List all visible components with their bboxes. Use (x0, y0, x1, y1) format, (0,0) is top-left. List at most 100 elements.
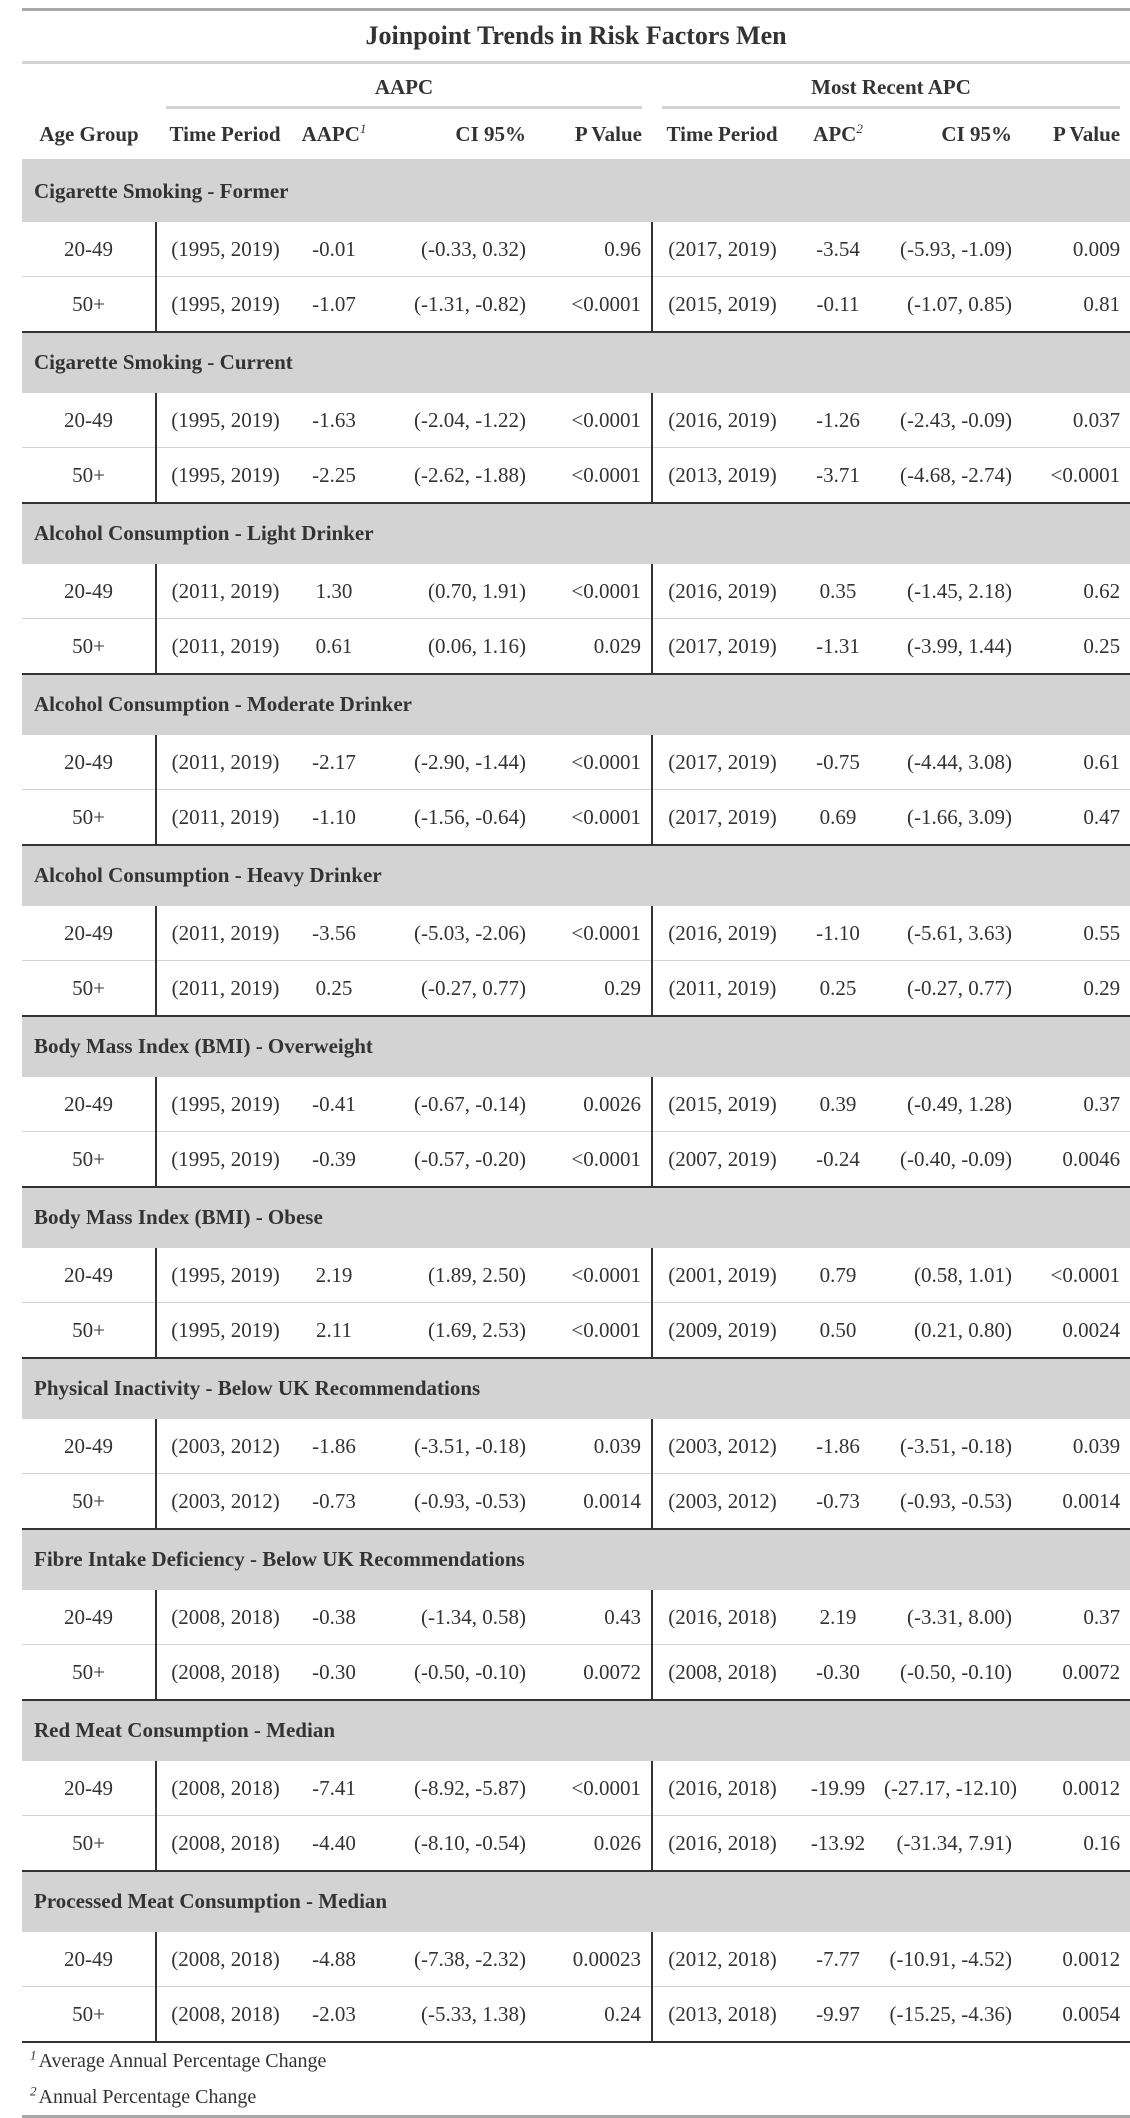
apc-ci-cell: (-4.68, -2.74) (884, 447, 1022, 504)
apc-value-cell: 0.69 (792, 789, 884, 846)
table-row: 50+ (1995, 2019) -0.39 (-0.57, -0.20) <0.000… (22, 1131, 1130, 1188)
table-row: 20-49 (1995, 2019) -0.41 (-0.67, -0.14) 0.00… (22, 1076, 1130, 1132)
aapc-value-cell: -2.03 (294, 1986, 374, 2043)
apc-value-cell: 0.79 (819, 1262, 857, 1287)
apc-ci-cell: (-0.40, -0.09) (884, 1131, 1022, 1188)
aapc-time-period-cell: (1995, 2019) (171, 236, 280, 261)
apc-ci-cell: (-31.34, 7.91) (884, 1815, 1022, 1872)
age-group-cell: 50+ (22, 960, 157, 1017)
aapc-p-value-cell: <0.0001 (536, 905, 653, 961)
aapc-ci-cell: (0.06, 1.16) (374, 618, 536, 675)
aapc-value-cell: -2.17 (312, 749, 356, 774)
apc-ci-cell: (-5.61, 3.63) (907, 920, 1012, 945)
apc-value-cell: -19.99 (810, 1775, 866, 1800)
group-label: Red Meat Consumption - Median (22, 1700, 1130, 1761)
apc-value-cell: 2.19 (819, 1604, 857, 1629)
aapc-value-cell: -4.88 (312, 1946, 356, 1971)
table-row: 50+ (2008, 2018) -2.03 (-5.33, 1.38) 0.24 (20… (22, 1986, 1130, 2043)
apc-time-period-cell: (2016, 2019) (668, 920, 777, 945)
col-aapc-p-value: P Value (536, 109, 652, 162)
apc-value-cell: -0.11 (792, 276, 884, 333)
table-row: 20-49 (1995, 2019) -1.63 (-2.04, -1.22) <0.0… (22, 392, 1130, 448)
aapc-time-period-cell: (2008, 2018) (171, 1775, 280, 1800)
apc-value-cell: -1.10 (816, 920, 860, 945)
apc-p-value-cell: 0.37 (1083, 1604, 1121, 1629)
age-group-cell: 20-49 (22, 1418, 157, 1474)
apc-time-period-cell: (2008, 2018) (652, 1644, 792, 1701)
footnote-text: Average Annual Percentage Change (38, 2049, 327, 2072)
spanner-aapc: AAPC (156, 63, 652, 110)
apc-value-cell: 0.50 (792, 1302, 884, 1359)
apc-value-cell: 0.35 (819, 578, 857, 603)
apc-p-value-cell: 0.81 (1022, 276, 1130, 333)
apc-p-value-cell: 0.0014 (1022, 1473, 1130, 1530)
col-apc-p-value: P Value (1022, 109, 1130, 162)
apc-p-value-cell: 0.61 (1083, 749, 1121, 774)
apc-value-cell: -1.86 (816, 1433, 860, 1458)
group-header-row: Alcohol Consumption - Light Drinker (22, 503, 1130, 564)
apc-time-period-cell: (2007, 2019) (652, 1131, 792, 1188)
aapc-value-cell: -1.10 (294, 789, 374, 846)
aapc-time-period-cell: (1995, 2019) (156, 447, 294, 504)
apc-p-value-cell: 0.62 (1083, 578, 1121, 603)
aapc-p-value-cell: <0.0001 (536, 1302, 653, 1359)
apc-time-period-cell: (2013, 2019) (652, 447, 792, 504)
table-row: 20-49 (1995, 2019) 2.19 (1.89, 2.50) <0.0001… (22, 1247, 1130, 1303)
aapc-p-value-cell: 0.24 (536, 1986, 653, 2043)
apc-ci-cell: (-0.49, 1.28) (907, 1091, 1012, 1116)
apc-p-value-cell: 0.0046 (1022, 1131, 1130, 1188)
table-row: 20-49 (2011, 2019) -2.17 (-2.90, -1.44) <0.0… (22, 734, 1130, 790)
apc-time-period-cell: (2003, 2012) (652, 1473, 792, 1530)
col-aapc-label: AAPC (301, 121, 360, 146)
apc-ci-cell: (-1.66, 3.09) (884, 789, 1022, 846)
col-apc: APC2 (792, 109, 884, 162)
group-header-row: Processed Meat Consumption - Median (22, 1871, 1130, 1932)
aapc-ci-cell: (-0.67, -0.14) (414, 1091, 526, 1116)
aapc-value-cell: -0.39 (294, 1131, 374, 1188)
aapc-ci-cell: (-5.33, 1.38) (374, 1986, 536, 2043)
apc-value-cell: -0.73 (792, 1473, 884, 1530)
aapc-p-value-cell: 0.29 (536, 960, 653, 1017)
apc-value-cell: -3.54 (816, 236, 860, 261)
group-label: Fibre Intake Deficiency - Below UK Recom… (22, 1529, 1130, 1590)
aapc-value-cell: -0.01 (312, 236, 356, 261)
table-row: 50+ (2011, 2019) 0.61 (0.06, 1.16) 0.029 (201… (22, 618, 1130, 675)
apc-value-cell: -3.71 (792, 447, 884, 504)
aapc-ci-cell: (-3.51, -0.18) (414, 1433, 526, 1458)
apc-time-period-cell: (2016, 2019) (668, 407, 777, 432)
aapc-time-period-cell: (2011, 2019) (171, 578, 280, 603)
aapc-value-cell: 2.11 (294, 1302, 374, 1359)
footnote-mark: 2 (30, 2082, 37, 2098)
group-label: Processed Meat Consumption - Median (22, 1871, 1130, 1932)
apc-value-cell: -1.31 (792, 618, 884, 675)
footnote: 2 Annual Percentage Change (22, 2079, 1130, 2118)
apc-p-value-cell: 0.0012 (1062, 1775, 1121, 1800)
age-group-cell: 20-49 (22, 1076, 157, 1132)
apc-time-period-cell: (2012, 2018) (668, 1946, 777, 1971)
age-group-cell: 50+ (22, 1302, 157, 1359)
table-row: 50+ (2003, 2012) -0.73 (-0.93, -0.53) 0.0014… (22, 1473, 1130, 1530)
aapc-p-value-cell: 0.43 (536, 1589, 653, 1645)
table-row: 20-49 (2003, 2012) -1.86 (-3.51, -0.18) 0.03… (22, 1418, 1130, 1474)
table-row: 50+ (2008, 2018) -0.30 (-0.50, -0.10) 0.0072… (22, 1644, 1130, 1701)
col-aapc-ci: CI 95% (374, 109, 536, 162)
aapc-ci-cell: (-8.92, -5.87) (414, 1775, 526, 1800)
apc-value-cell: -0.75 (816, 749, 860, 774)
aapc-p-value-cell: 0.0026 (536, 1076, 653, 1132)
aapc-ci-cell: (-8.10, -0.54) (374, 1815, 536, 1872)
age-group-cell: 50+ (22, 276, 157, 333)
aapc-time-period-cell: (2008, 2018) (156, 1986, 294, 2043)
aapc-ci-cell: (1.89, 2.50) (428, 1262, 526, 1287)
table-row: 20-49 (1995, 2019) -0.01 (-0.33, 0.32) 0.96 (… (22, 221, 1130, 277)
group-header-row: Body Mass Index (BMI) - Overweight (22, 1016, 1130, 1077)
age-group-cell: 20-49 (22, 563, 157, 619)
aapc-time-period-cell: (1995, 2019) (156, 1131, 294, 1188)
group-label: Cigarette Smoking - Former (22, 160, 1130, 222)
aapc-time-period-cell: (2003, 2012) (156, 1473, 294, 1530)
apc-p-value-cell: 0.009 (1072, 236, 1121, 261)
age-group-cell: 20-49 (22, 392, 157, 448)
aapc-ci-cell: (-1.34, 0.58) (421, 1604, 526, 1629)
aapc-p-value-cell: 0.029 (536, 618, 653, 675)
apc-time-period-cell: (2001, 2019) (668, 1262, 777, 1287)
footnote-row: 2 Annual Percentage Change (22, 2079, 1130, 2118)
